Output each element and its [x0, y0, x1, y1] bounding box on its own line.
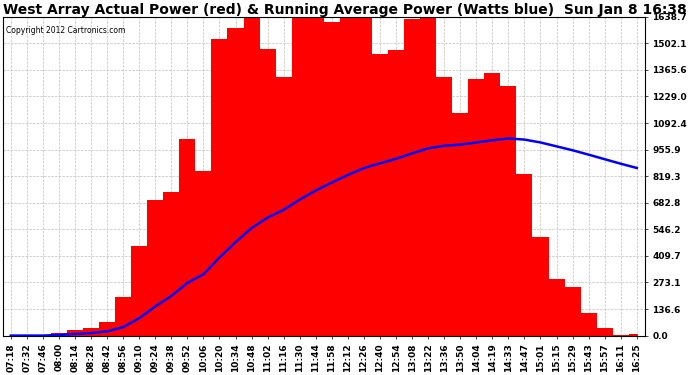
Text: Copyright 2012 Cartronics.com: Copyright 2012 Cartronics.com	[6, 26, 126, 35]
Text: West Array Actual Power (red) & Running Average Power (Watts blue)  Sun Jan 8 16: West Array Actual Power (red) & Running …	[3, 3, 687, 17]
